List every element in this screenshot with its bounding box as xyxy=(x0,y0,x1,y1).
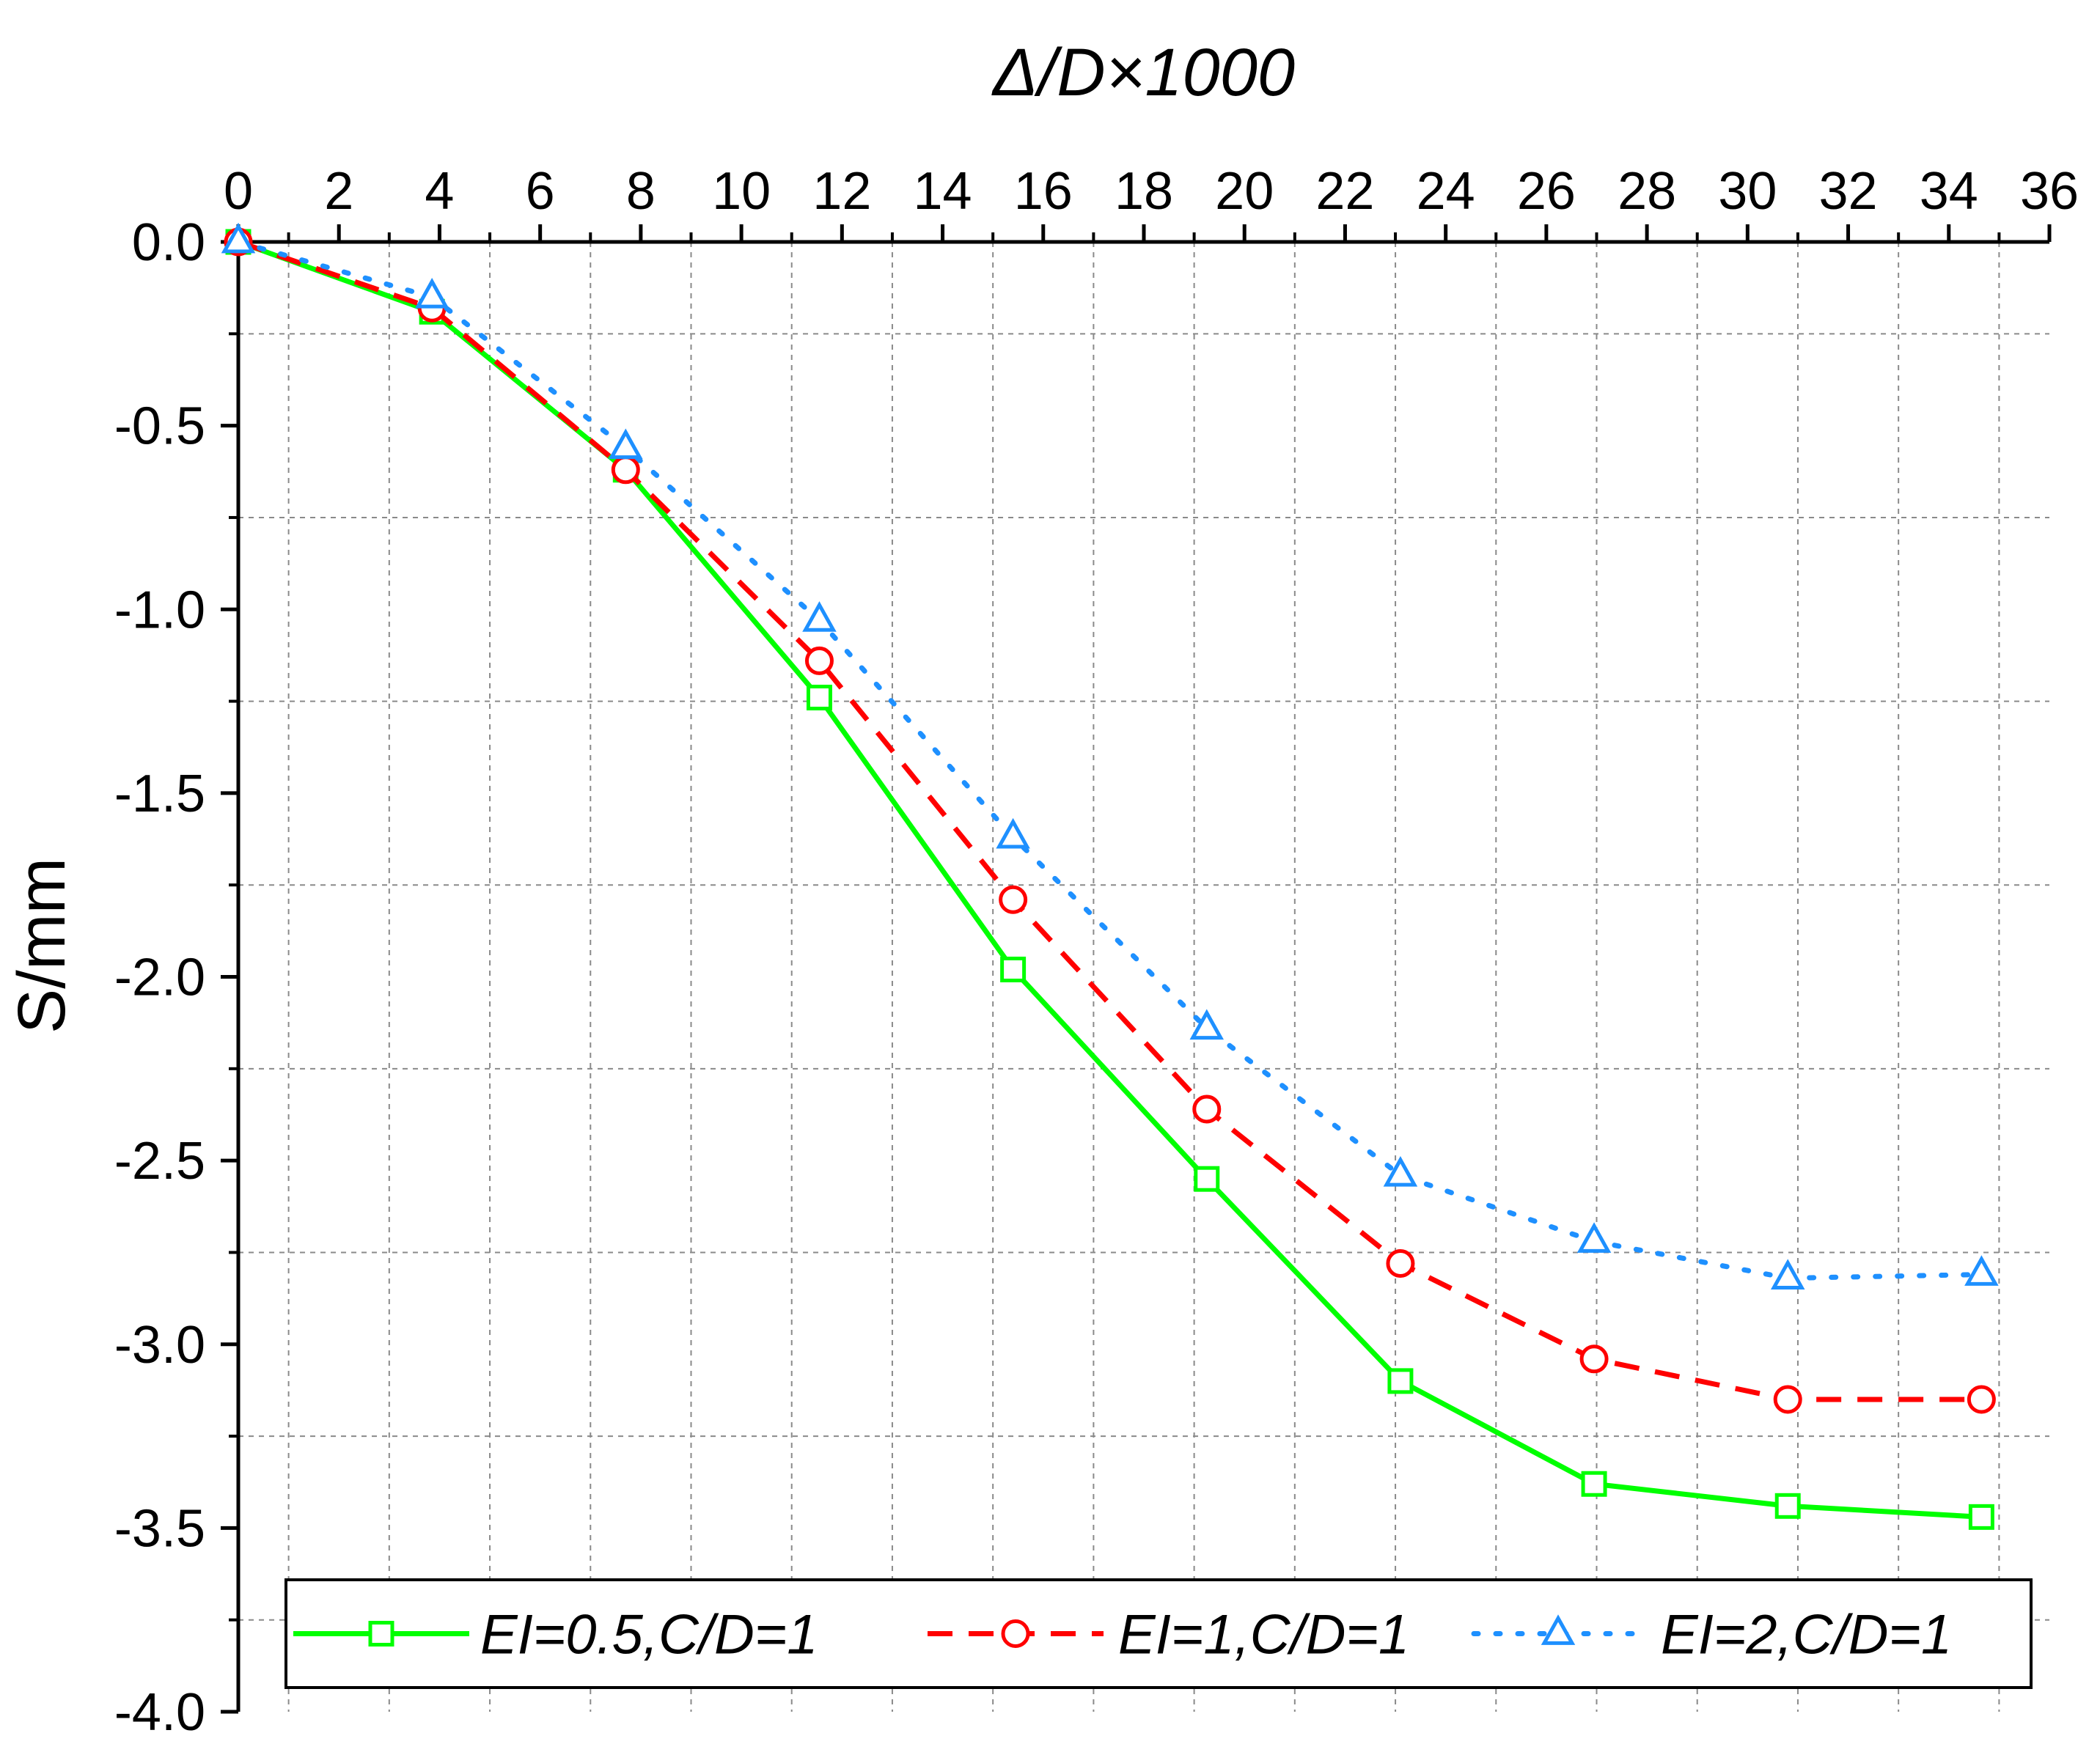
y-tick-label: -1.0 xyxy=(114,581,205,639)
series-1 xyxy=(225,229,1994,1530)
x-tick-label: 6 xyxy=(526,162,555,221)
axes: 0 2 4 6 8 10 12 14 16 18 20 22 24 26 28 30 32 34 360.0-0.5… xyxy=(114,162,2079,1742)
y-tick-label: -3.5 xyxy=(114,1499,205,1558)
x-axis-title: Δ/D×1000 xyxy=(991,35,1295,110)
data-point xyxy=(1770,1259,1805,1289)
legend-box xyxy=(284,1578,2033,1689)
data-point xyxy=(1967,1385,1996,1414)
legend-marker xyxy=(1541,1614,1576,1645)
data-point xyxy=(1964,1255,1999,1286)
x-tick-label: 30 xyxy=(1718,162,1777,221)
data-point xyxy=(1386,1248,1415,1278)
data-point xyxy=(609,428,643,460)
data-point xyxy=(1194,1166,1220,1192)
x-tick-label: 28 xyxy=(1618,162,1676,221)
series-line xyxy=(237,239,1982,1520)
data-point xyxy=(1774,1493,1801,1519)
x-tick-label: 12 xyxy=(812,162,871,221)
x-tick-label: 14 xyxy=(914,162,972,221)
legend-item-1: EI=0.5,C/D=1 xyxy=(293,1604,818,1666)
data-point xyxy=(414,277,449,309)
data-point xyxy=(806,685,832,711)
data-point xyxy=(1189,1009,1225,1040)
data-point xyxy=(1968,1504,1994,1530)
series-3 xyxy=(221,222,1999,1289)
legend-label: EI=1,C/D=1 xyxy=(1118,1604,1409,1666)
x-tick-label: 26 xyxy=(1517,162,1576,221)
y-axis-title: S/mm xyxy=(4,858,79,1034)
y-tick-label: -3.0 xyxy=(114,1316,205,1375)
x-tick-label: 4 xyxy=(425,162,454,221)
grid xyxy=(238,242,2049,1712)
x-tick-label: 32 xyxy=(1819,162,1878,221)
legend-item-3: EI=2,C/D=1 xyxy=(1471,1604,1952,1666)
x-tick-label: 10 xyxy=(712,162,771,221)
x-tick-label: 34 xyxy=(1920,162,1978,221)
legend-marker xyxy=(368,1621,394,1647)
x-tick-label: 36 xyxy=(2020,162,2079,221)
series-line xyxy=(235,239,1984,1281)
data-point xyxy=(1000,956,1027,982)
x-tick-label: 8 xyxy=(626,162,656,221)
series-2 xyxy=(224,227,1996,1414)
x-tick-label: 20 xyxy=(1215,162,1274,221)
data-point xyxy=(804,646,834,675)
x-tick-label: 2 xyxy=(324,162,353,221)
legend-marker xyxy=(1001,1619,1030,1648)
data-point xyxy=(611,455,640,485)
y-tick-label: -1.5 xyxy=(114,765,205,823)
data-point xyxy=(1192,1094,1222,1124)
legend: EI=0.5,C/D=1 EI=1,C/D=1 EI=2,C/D=1 xyxy=(284,1578,2033,1689)
data-point xyxy=(802,601,837,632)
series-group xyxy=(221,222,1999,1530)
x-tick-label: 22 xyxy=(1315,162,1374,221)
y-tick-label: -4.0 xyxy=(114,1683,205,1742)
data-point xyxy=(1773,1385,1802,1414)
x-tick-label: 18 xyxy=(1115,162,1173,221)
data-point xyxy=(1579,1344,1609,1374)
legend-label: EI=2,C/D=1 xyxy=(1661,1604,1952,1666)
x-tick-label: 0 xyxy=(224,162,253,221)
data-point xyxy=(1581,1471,1607,1497)
data-point xyxy=(1576,1222,1612,1253)
legend-label: EI=0.5,C/D=1 xyxy=(480,1604,818,1666)
x-tick-label: 24 xyxy=(1417,162,1475,221)
data-point xyxy=(1383,1155,1418,1187)
data-point xyxy=(1387,1368,1414,1394)
data-point xyxy=(996,817,1030,849)
y-tick-label: -0.5 xyxy=(114,397,205,456)
data-point xyxy=(999,885,1028,914)
y-tick-label: 0.0 xyxy=(132,213,205,272)
y-tick-label: -2.0 xyxy=(114,949,205,1007)
series-line xyxy=(237,239,1982,1402)
y-tick-label: -2.5 xyxy=(114,1132,205,1191)
data-point xyxy=(221,222,256,254)
legend-item-2: EI=1,C/D=1 xyxy=(928,1604,1409,1666)
x-tick-label: 16 xyxy=(1014,162,1073,221)
